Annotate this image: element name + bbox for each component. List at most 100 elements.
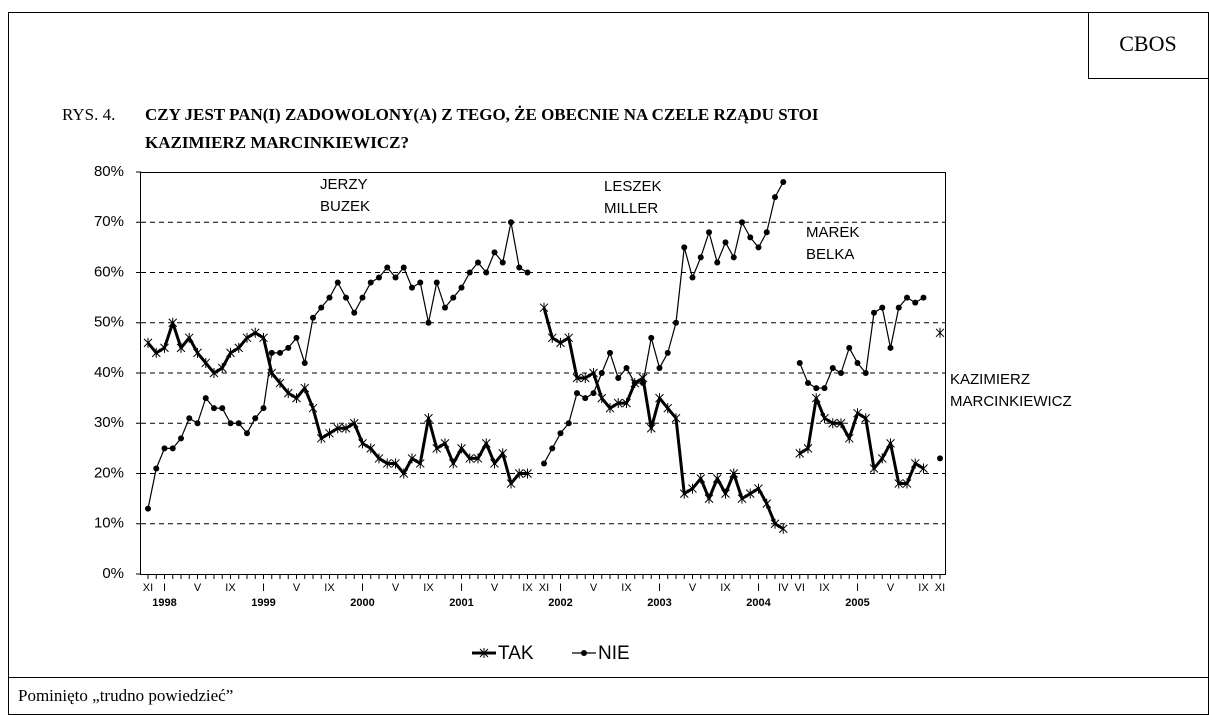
marker	[778, 523, 788, 534]
marker	[763, 229, 770, 236]
marker	[359, 294, 366, 301]
marker	[574, 390, 580, 397]
marker	[646, 423, 656, 434]
marker	[607, 349, 613, 356]
marker	[622, 398, 631, 409]
marker	[325, 428, 334, 439]
marker	[211, 405, 217, 412]
marker	[151, 347, 161, 358]
marker	[483, 269, 490, 276]
marker	[490, 458, 499, 469]
marker	[910, 458, 920, 469]
marker	[813, 385, 820, 392]
marker	[935, 327, 945, 338]
marker	[722, 239, 729, 246]
marker	[226, 347, 235, 358]
marker	[506, 478, 516, 489]
marker	[796, 359, 803, 366]
marker	[912, 299, 919, 306]
marker	[688, 483, 697, 494]
marker	[755, 244, 762, 251]
marker	[729, 468, 739, 479]
marker	[376, 274, 382, 281]
marker	[919, 463, 928, 474]
marker	[516, 264, 523, 271]
marker	[160, 342, 169, 353]
marker	[877, 453, 887, 464]
x-tick-label: IX	[621, 582, 632, 594]
marker	[754, 483, 763, 494]
y-tick-label: 30%	[94, 414, 124, 431]
marker	[310, 314, 316, 321]
year-label: 2001	[449, 597, 473, 609]
marker	[770, 518, 780, 529]
marker	[473, 453, 483, 464]
marker	[194, 420, 201, 427]
marker	[168, 317, 178, 328]
marker	[391, 458, 400, 469]
marker	[712, 473, 722, 484]
marker	[466, 269, 473, 276]
marker	[392, 274, 399, 281]
marker	[417, 279, 424, 286]
y-tick-label: 0%	[102, 565, 124, 582]
marker	[640, 380, 646, 387]
x-tick-label: I	[361, 582, 364, 594]
marker	[442, 304, 448, 311]
marker	[316, 433, 326, 444]
marker	[407, 453, 417, 464]
x-tick-label: I	[757, 582, 760, 594]
marker	[869, 463, 879, 474]
marker	[293, 334, 300, 341]
footer-note: Pominięto „trudno powiedzieć”	[18, 686, 233, 705]
marker	[217, 362, 227, 373]
marker	[590, 390, 597, 397]
x-tick-label: I	[559, 582, 562, 594]
marker	[739, 219, 745, 226]
marker	[349, 418, 359, 429]
x-tick-label: I	[460, 582, 463, 594]
marker	[886, 438, 895, 449]
marker	[415, 458, 425, 469]
marker	[448, 458, 458, 469]
marker	[697, 254, 704, 261]
marker	[803, 443, 813, 454]
annotation: BUZEK	[320, 198, 370, 215]
marker	[184, 332, 194, 343]
marker	[384, 264, 391, 271]
marker	[689, 274, 696, 281]
marker	[498, 448, 508, 459]
marker	[838, 370, 844, 376]
marker	[499, 259, 506, 266]
annotation: KAZIMIERZ	[950, 371, 1030, 388]
marker	[399, 468, 409, 479]
x-tick-label: IX	[918, 582, 929, 594]
marker	[937, 455, 943, 462]
marker	[300, 383, 310, 394]
marker	[772, 194, 778, 201]
marker	[432, 443, 442, 454]
chart-title: KAZIMIERZ MARCINKIEWICZ?	[145, 133, 409, 152]
marker	[292, 393, 301, 404]
marker	[615, 375, 622, 382]
marker	[465, 453, 475, 464]
marker	[704, 493, 714, 504]
x-tick-label: I	[658, 582, 661, 594]
marker	[201, 357, 211, 368]
chart-title: CZY JEST PAN(I) ZADOWOLONY(A) Z TEGO, ŻE…	[145, 105, 819, 124]
year-label: 2005	[845, 597, 869, 609]
x-tick-label: V	[293, 582, 301, 594]
marker	[202, 395, 209, 402]
marker	[721, 488, 730, 499]
marker	[235, 420, 242, 427]
marker	[564, 332, 574, 343]
marker	[821, 385, 828, 392]
marker	[367, 279, 374, 286]
marker	[523, 468, 532, 479]
marker	[267, 368, 277, 378]
marker	[894, 478, 904, 489]
marker	[871, 309, 877, 316]
y-tick-label: 20%	[94, 464, 124, 481]
marker	[828, 418, 838, 429]
marker	[805, 380, 811, 387]
